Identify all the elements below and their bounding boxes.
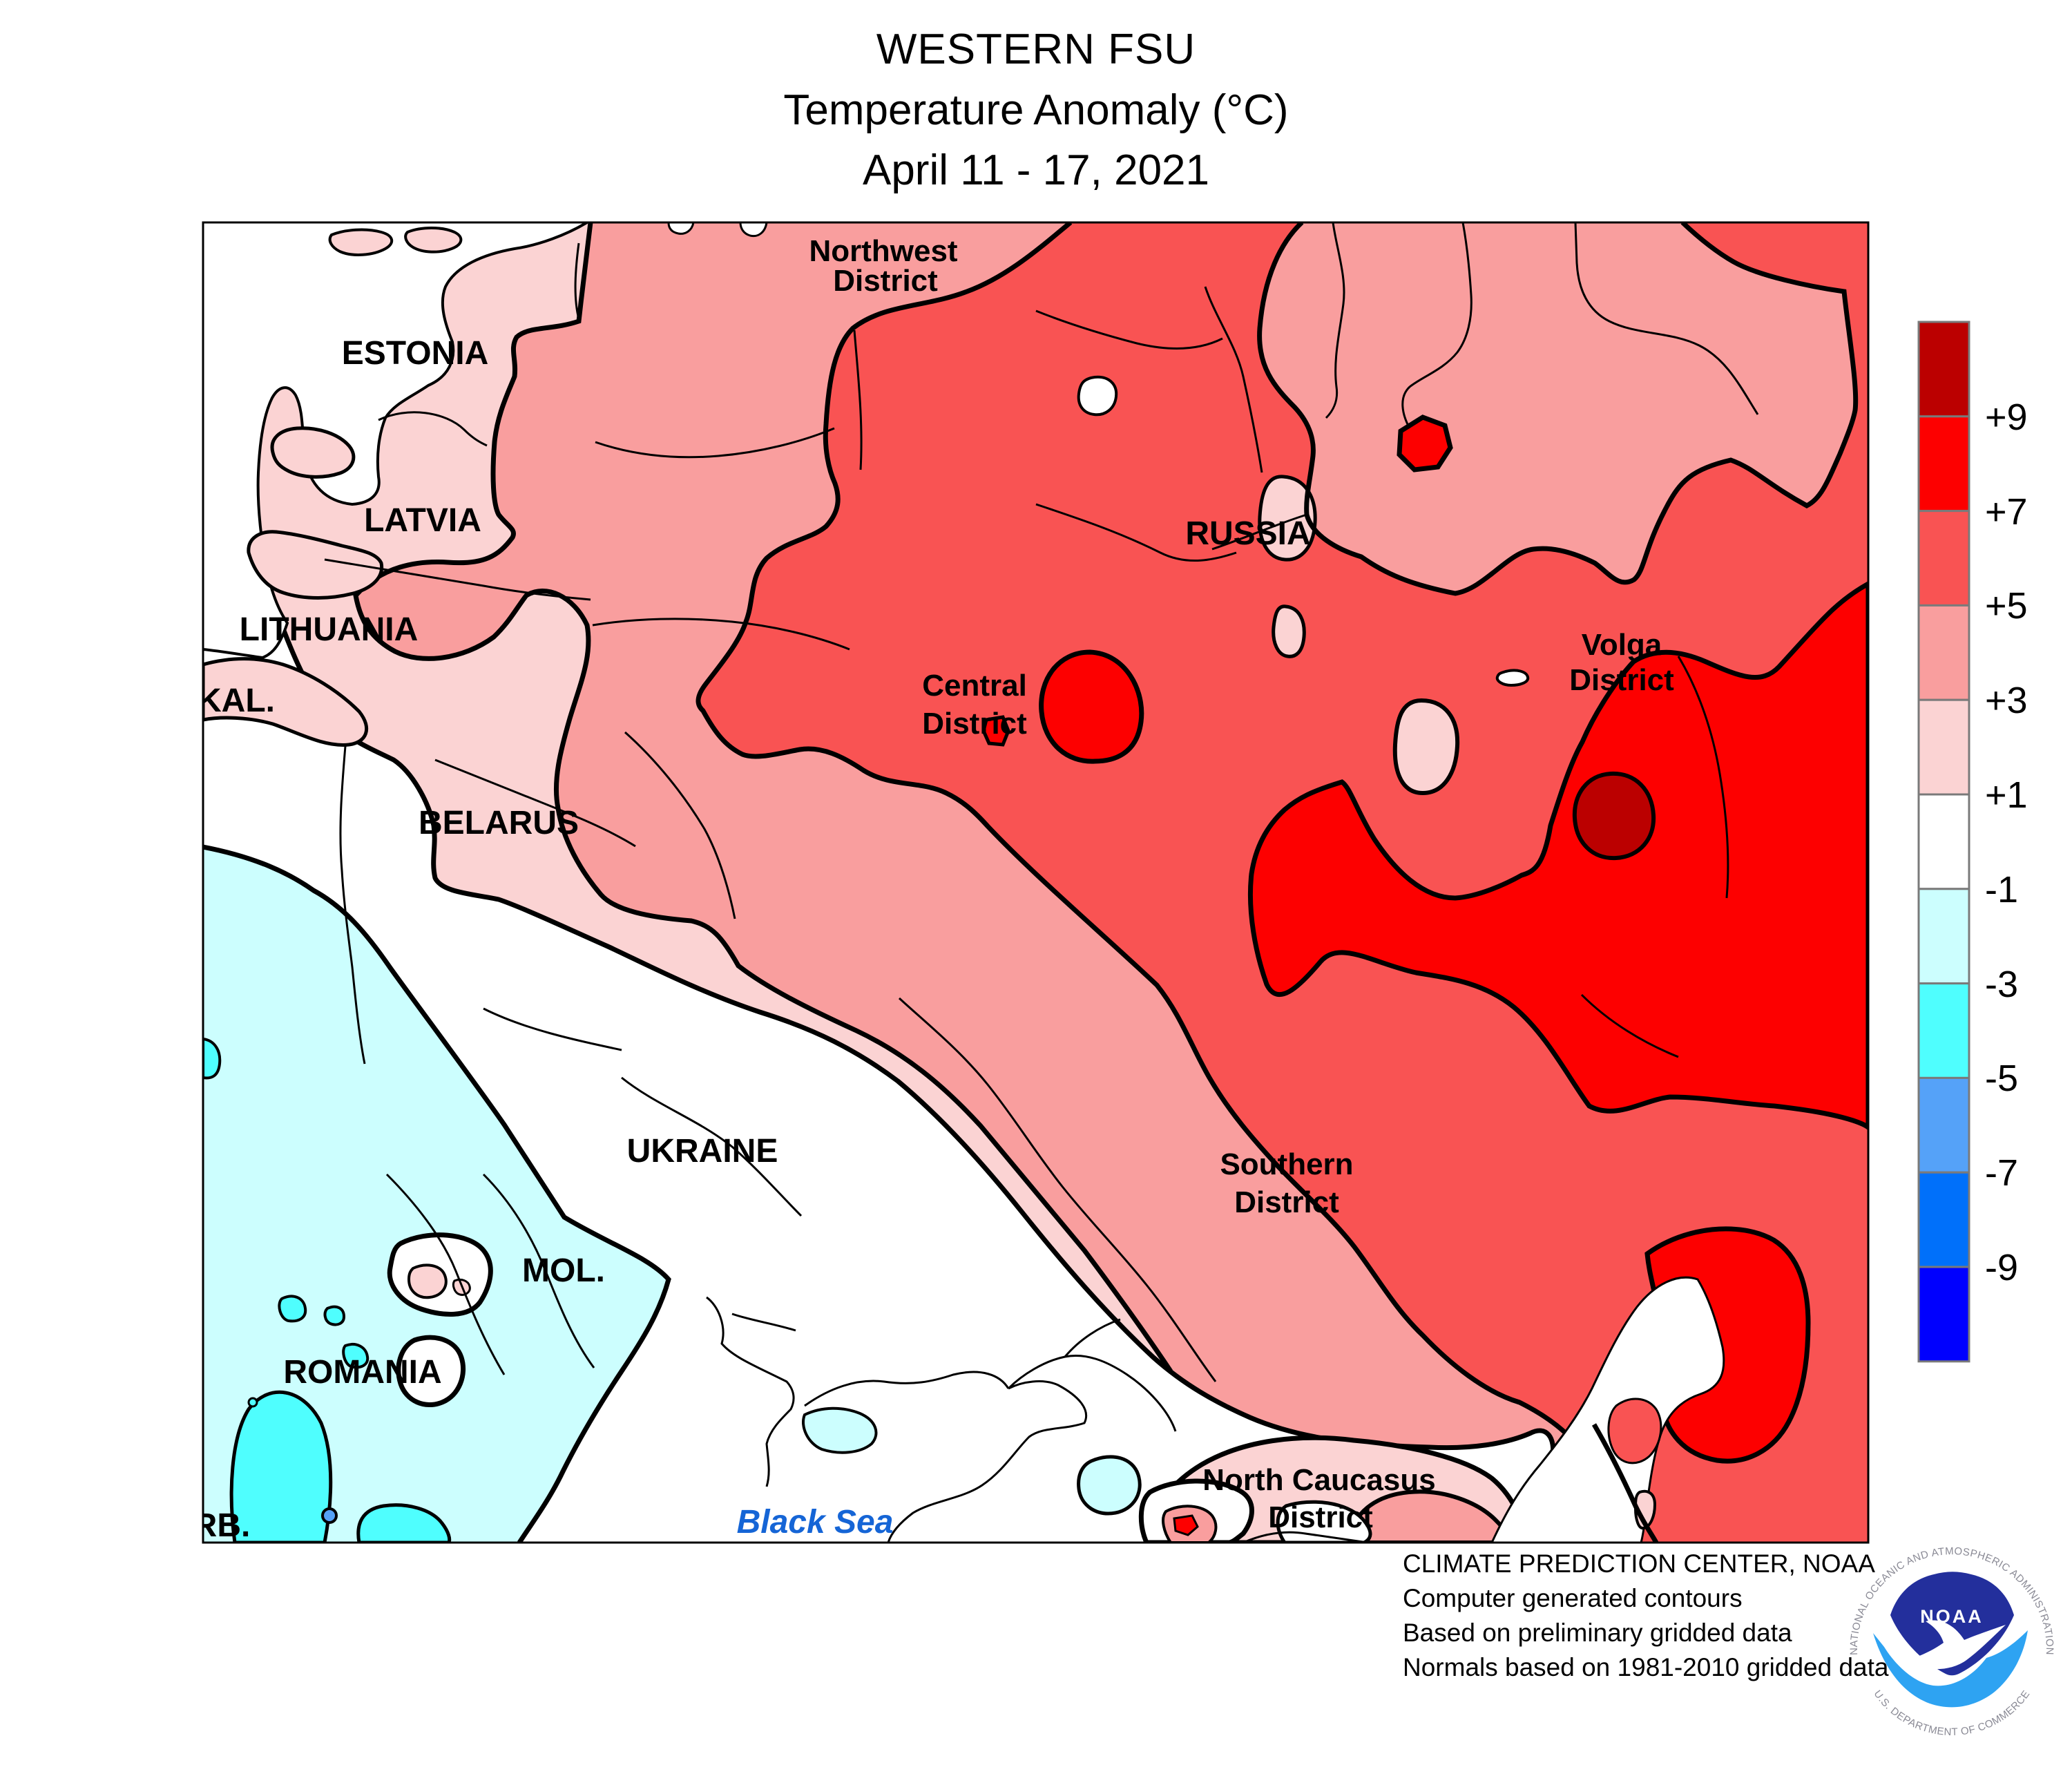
svg-text:-9: -9 <box>1985 1247 2018 1288</box>
svg-text:Computer generated contours: Computer generated contours <box>1403 1584 1743 1612</box>
svg-text:Based on preliminary gridded d: Based on preliminary gridded data <box>1403 1619 1792 1647</box>
svg-text:RUSSIA: RUSSIA <box>1185 515 1310 552</box>
svg-text:+9: +9 <box>1985 397 2028 438</box>
svg-text:BELARUS: BELARUS <box>419 805 579 841</box>
svg-text:District: District <box>1268 1500 1373 1534</box>
svg-text:CLIMATE PREDICTION CENTER, NOA: CLIMATE PREDICTION CENTER, NOAA <box>1403 1549 1875 1578</box>
svg-text:RB.: RB. <box>193 1507 251 1544</box>
svg-text:LATVIA: LATVIA <box>364 502 481 539</box>
svg-text:NOAA: NOAA <box>1920 1606 1984 1627</box>
svg-text:-1: -1 <box>1985 869 2018 910</box>
svg-text:Volga: Volga <box>1582 628 1662 662</box>
svg-text:+5: +5 <box>1985 585 2028 627</box>
svg-text:-3: -3 <box>1985 964 2018 1005</box>
svg-text:April 11 - 17, 2021: April 11 - 17, 2021 <box>863 146 1209 194</box>
svg-text:+7: +7 <box>1985 491 2028 533</box>
svg-text:Southern: Southern <box>1220 1147 1353 1181</box>
svg-text:UKRAINE: UKRAINE <box>627 1133 778 1170</box>
svg-text:+3: +3 <box>1985 680 2028 721</box>
svg-text:WESTERN FSU: WESTERN FSU <box>876 26 1196 73</box>
svg-text:District: District <box>1569 663 1674 697</box>
svg-text:District: District <box>833 264 938 298</box>
svg-text:North Caucasus: North Caucasus <box>1202 1463 1435 1497</box>
svg-text:KAL.: KAL. <box>198 683 275 719</box>
svg-text:MOL.: MOL. <box>522 1252 605 1289</box>
svg-text:+1: +1 <box>1985 774 2028 816</box>
svg-text:-7: -7 <box>1985 1152 2018 1194</box>
svg-text:District: District <box>922 707 1027 741</box>
svg-text:ROMANIA: ROMANIA <box>283 1354 441 1391</box>
svg-text:Temperature Anomaly (°C): Temperature Anomaly (°C) <box>783 86 1288 134</box>
svg-text:ESTONIA: ESTONIA <box>342 335 488 372</box>
svg-text:Normals based on 1981-2010 gri: Normals based on 1981-2010 gridded data <box>1403 1653 1889 1681</box>
svg-text:Northwest: Northwest <box>809 234 957 268</box>
svg-text:LITHUANIA: LITHUANIA <box>240 611 419 648</box>
svg-text:District: District <box>1234 1185 1339 1219</box>
svg-text:Black Sea: Black Sea <box>737 1504 894 1540</box>
svg-text:Central: Central <box>922 669 1027 703</box>
svg-text:-5: -5 <box>1985 1058 2018 1099</box>
